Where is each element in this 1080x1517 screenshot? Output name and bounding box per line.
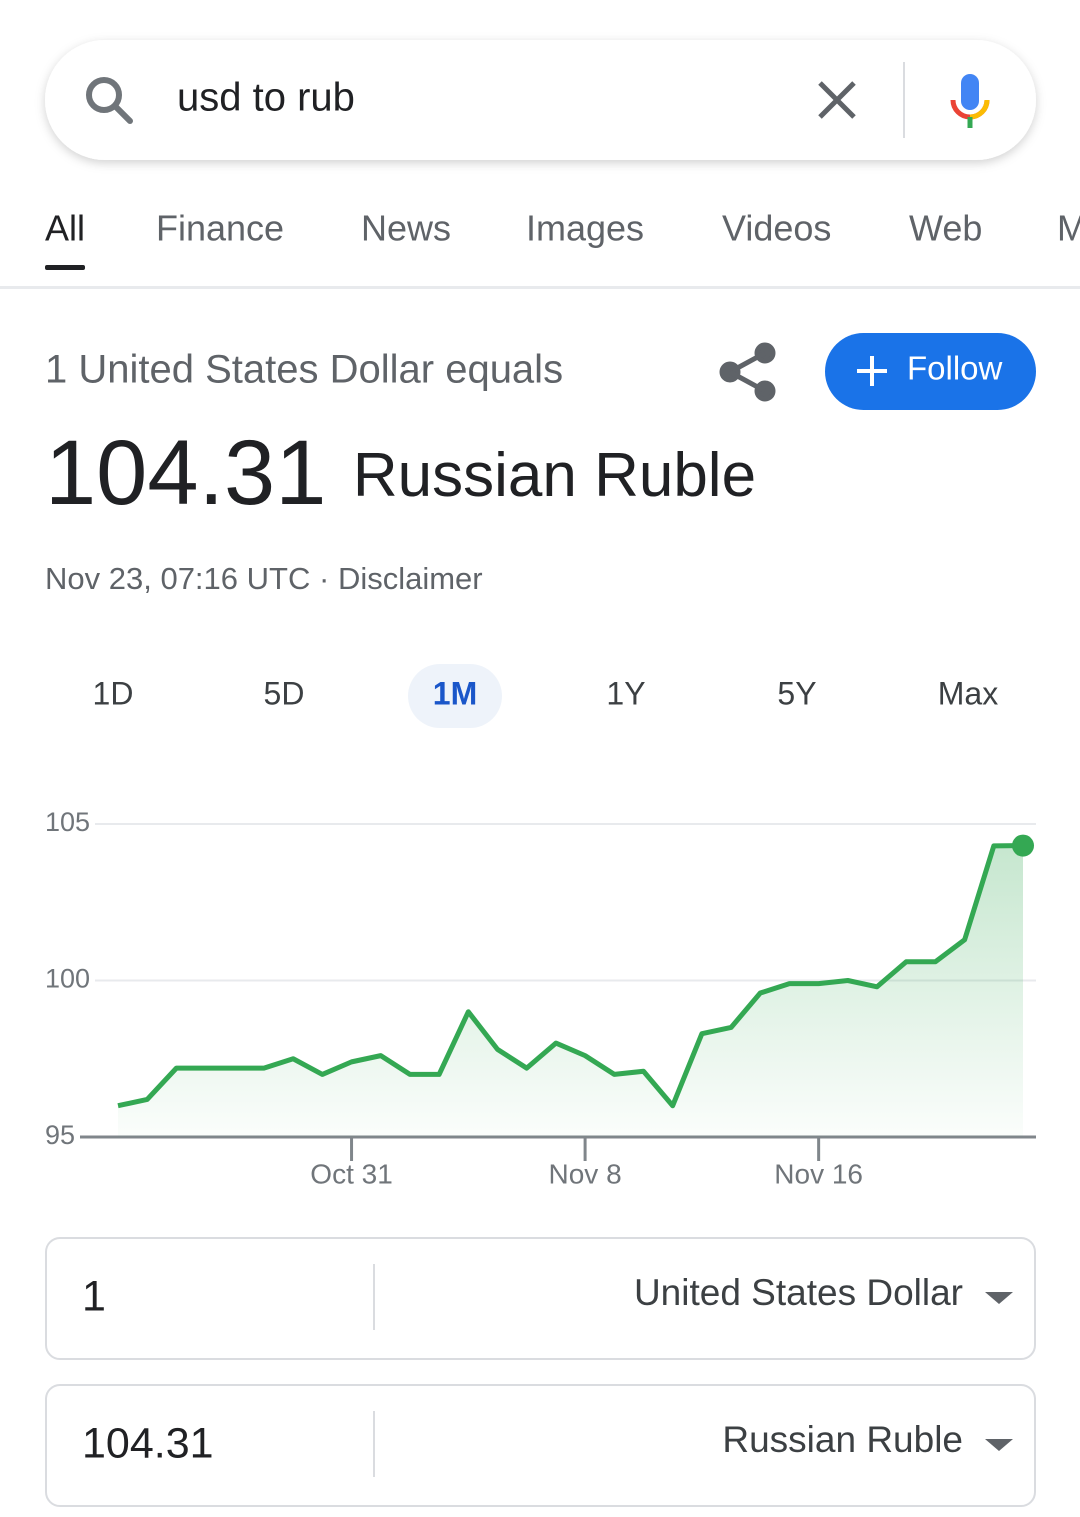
tab[interactable]: Finance (156, 208, 284, 249)
range-selector: 1D 5D 1M 1Y 5Y Max (93, 664, 998, 728)
range-button[interactable]: 1Y (606, 675, 645, 711)
dropdown-arrow (985, 1439, 1013, 1451)
rate-currency: Russian Ruble (353, 441, 756, 510)
share-button[interactable] (719, 342, 776, 402)
timestamp: Nov 23, 07:16 UTC (45, 561, 310, 596)
price-line (117, 843, 1024, 1109)
x-tick-label: Nov 8 (549, 1158, 622, 1189)
tab[interactable]: News (361, 208, 451, 249)
amount-input[interactable]: 1 (82, 1272, 106, 1320)
search-bar[interactable] (45, 40, 1036, 160)
range-active-bg (408, 664, 502, 728)
disclaimer-link[interactable]: Disclaimer (338, 561, 483, 596)
range-button[interactable]: 1M (433, 675, 477, 711)
range-button[interactable]: 5D (264, 675, 305, 711)
x-tick-label: Nov 16 (774, 1158, 863, 1189)
search-query[interactable]: usd to rub (177, 76, 355, 120)
tab[interactable]: Web (909, 208, 982, 249)
converter-box (45, 1237, 1036, 1360)
tab[interactable]: Images (526, 208, 644, 249)
plus-icon (857, 356, 887, 386)
rate-value: 104.31 (45, 422, 326, 524)
currency-select[interactable]: United States Dollar (634, 1272, 963, 1313)
rate: 104.31 Russian Ruble (45, 422, 756, 524)
dropdown-arrow (985, 1292, 1013, 1304)
currency-select[interactable]: Russian Ruble (722, 1419, 963, 1460)
follow-button[interactable] (825, 333, 1036, 410)
converter: 1 United States Dollar 104.31 Russian Ruble (45, 1237, 1036, 1507)
y-tick-label: 105 (45, 807, 90, 837)
follow-label[interactable]: Follow (907, 350, 1003, 387)
x-tick-label: Oct 31 (310, 1158, 392, 1189)
range-button[interactable]: 1D (93, 675, 134, 711)
chart: 95 100 105 Oct 31 Nov 8 Nov 16 (45, 807, 1036, 1189)
tab[interactable]: M (1057, 208, 1080, 249)
mic-button[interactable] (950, 74, 990, 128)
amount-input[interactable]: 104.31 (82, 1419, 214, 1467)
search-icon (86, 77, 133, 124)
tab-bar: All Finance News Images Videos Web M (45, 208, 1080, 270)
y-tick-label: 100 (45, 964, 90, 994)
converter-box (45, 1384, 1036, 1507)
tab[interactable]: All (45, 208, 85, 249)
timestamp-line: Nov 23, 07:16 UTC · Disclaimer (45, 561, 483, 596)
tab-indicator (45, 265, 86, 270)
range-button[interactable]: Max (938, 675, 998, 711)
tab-divider (0, 286, 1080, 289)
separator: · (319, 561, 329, 596)
end-dot (1012, 834, 1034, 857)
lead-text: 1 United States Dollar equals (45, 348, 563, 392)
clear-button[interactable] (818, 81, 856, 119)
area-fill (118, 845, 1023, 1137)
range-button[interactable]: 5Y (777, 675, 816, 711)
tab[interactable]: Videos (722, 208, 831, 249)
y-tick-label: 95 (45, 1120, 75, 1150)
